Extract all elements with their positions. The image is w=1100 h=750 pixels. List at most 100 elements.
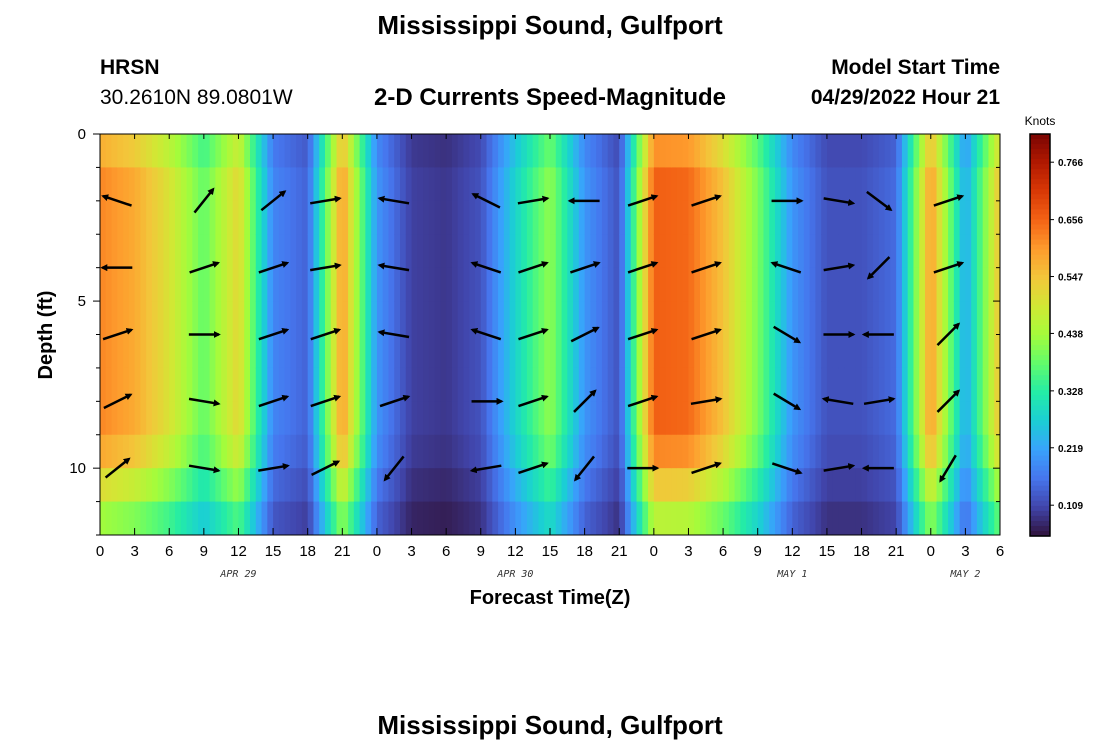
heatmap-cell (971, 200, 978, 235)
heatmap-cell (953, 434, 961, 469)
heatmap-cell (175, 267, 182, 302)
heatmap-cell (809, 501, 816, 535)
heatmap-cell (769, 434, 776, 469)
heatmap-cell (942, 167, 949, 202)
heatmap-cell (942, 401, 949, 436)
heatmap-cell (319, 234, 326, 269)
heatmap-cell (532, 501, 540, 535)
x-tick-label: 9 (754, 543, 762, 560)
heatmap-cell (100, 367, 107, 402)
heatmap-cell (763, 200, 770, 235)
heatmap-cell (226, 401, 234, 436)
heatmap-cell (221, 167, 228, 202)
heatmap-cell (342, 234, 349, 269)
x-tick-label: 21 (888, 543, 905, 560)
heatmap-cell (348, 267, 355, 302)
colorbar-segment (1030, 475, 1050, 482)
heatmap-cell (151, 434, 159, 469)
colorbar-segment (1030, 139, 1050, 145)
heatmap-cell (780, 334, 788, 369)
heatmap-cell (630, 367, 638, 402)
heatmap-cell (440, 301, 447, 336)
heatmap-cell (278, 301, 286, 336)
heatmap-cell (163, 267, 170, 302)
heatmap-cell (757, 501, 765, 535)
heatmap-cell (734, 267, 741, 302)
heatmap-cell (394, 301, 401, 336)
heatmap-cell (723, 234, 730, 269)
heatmap-cell (550, 167, 557, 202)
heatmap-cell (746, 468, 753, 503)
heatmap-cell (786, 167, 793, 202)
heatmap-cell (728, 167, 736, 202)
heatmap-cell (163, 334, 170, 369)
heatmap-cell (878, 301, 886, 336)
heatmap-cell (192, 401, 199, 436)
colorbar-segment (1030, 274, 1050, 281)
heatmap-cell (423, 267, 430, 302)
heatmap-cell (705, 200, 713, 235)
heatmap-cell (440, 200, 447, 235)
heatmap-cell (930, 434, 938, 469)
heatmap-cell (936, 468, 943, 503)
heatmap-cell (157, 134, 165, 169)
heatmap-cell (769, 234, 776, 269)
heatmap-cell (226, 134, 234, 169)
heatmap-cell (728, 134, 736, 169)
heatmap-cell (601, 267, 609, 302)
current-vector (936, 322, 961, 346)
current-vector (189, 261, 220, 274)
heatmap-cell (717, 301, 724, 336)
heatmap-cell (705, 267, 713, 302)
heatmap-cell (867, 167, 874, 202)
heatmap-cell (382, 301, 390, 336)
heatmap-cell (192, 267, 199, 302)
heatmap-cell (711, 167, 718, 202)
current-vector (573, 455, 595, 482)
heatmap-cell (469, 468, 476, 503)
heatmap-cell (676, 501, 684, 535)
heatmap-cell (186, 267, 193, 302)
heatmap-cell (948, 334, 955, 369)
heatmap-cell (936, 301, 943, 336)
heatmap-cell (273, 200, 280, 235)
heatmap-cell (394, 200, 401, 235)
heatmap-cell (625, 301, 632, 336)
heatmap-cell (925, 434, 932, 469)
heatmap-cell (694, 200, 701, 235)
heatmap-cell (717, 167, 724, 202)
heatmap-cell (659, 367, 666, 402)
heatmap-cell (221, 301, 228, 336)
heatmap-cell (803, 434, 811, 469)
heatmap-cell (723, 501, 730, 535)
heatmap-cell (826, 134, 834, 169)
heatmap-cell (521, 301, 528, 336)
heatmap-cell (313, 367, 320, 402)
heatmap-cell (555, 334, 563, 369)
heatmap-cell (821, 234, 828, 269)
heatmap-cell (584, 367, 591, 402)
heatmap-cell (284, 234, 291, 269)
heatmap-cell (486, 134, 493, 169)
heatmap-cell (925, 200, 932, 235)
heatmap-cell (826, 334, 834, 369)
heatmap-cell (457, 334, 465, 369)
heatmap-cell (948, 401, 955, 436)
heatmap-cell (861, 167, 868, 202)
colorbar-segment (1030, 400, 1050, 406)
heatmap-cell (959, 367, 966, 402)
heatmap-cell (463, 501, 470, 535)
heatmap-cell (648, 200, 655, 235)
heatmap-cell (590, 134, 597, 169)
heatmap-cell (815, 367, 822, 402)
heatmap-cell (307, 434, 315, 469)
heatmap-cell (469, 134, 476, 169)
heatmap-cell (492, 200, 499, 235)
heatmap-cell (544, 468, 551, 503)
heatmap-cell (503, 468, 511, 503)
heatmap-cell (209, 501, 216, 535)
heatmap-cell (769, 501, 776, 535)
x-tick-label: 3 (961, 543, 969, 560)
heatmap-cell (267, 234, 274, 269)
colorbar-segment (1030, 340, 1050, 346)
